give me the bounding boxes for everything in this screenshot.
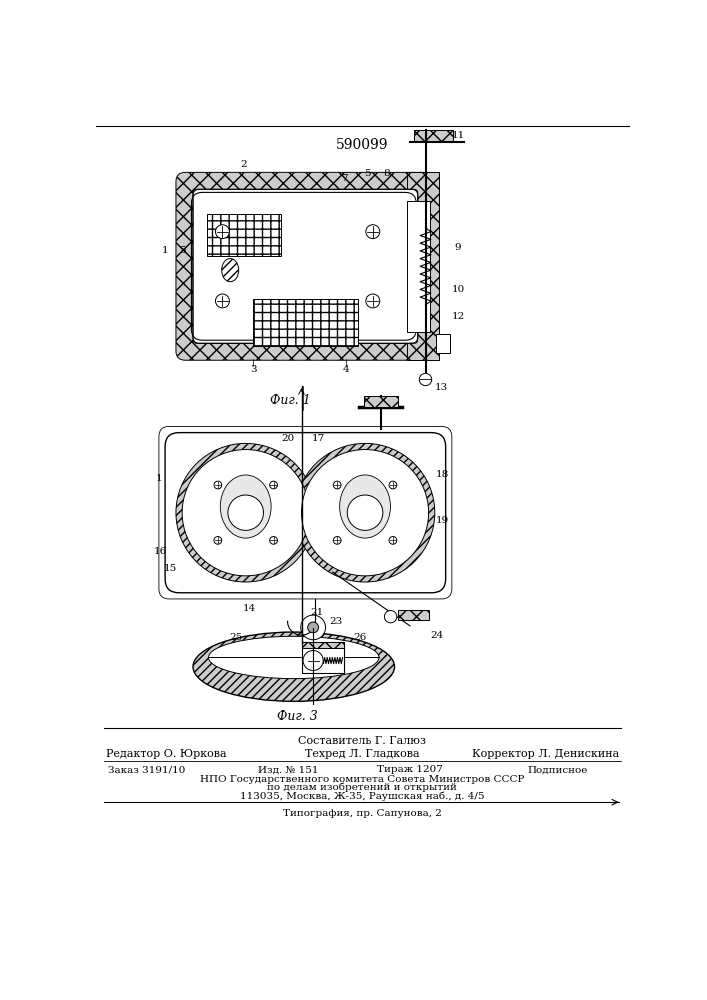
Text: 19: 19 xyxy=(436,516,449,525)
Text: 25: 25 xyxy=(229,633,243,642)
Circle shape xyxy=(228,495,264,530)
Text: Фиг. 3: Фиг. 3 xyxy=(277,710,318,723)
Circle shape xyxy=(366,225,380,239)
Circle shape xyxy=(296,443,435,582)
FancyBboxPatch shape xyxy=(176,172,435,360)
Text: 9: 9 xyxy=(455,243,462,252)
Bar xyxy=(253,299,358,346)
Circle shape xyxy=(300,615,325,640)
Ellipse shape xyxy=(222,259,239,282)
Text: по делам изобретений и открытий: по делам изобретений и открытий xyxy=(267,783,457,792)
Circle shape xyxy=(269,537,277,544)
Text: 17: 17 xyxy=(312,434,325,443)
Text: 5: 5 xyxy=(364,169,370,178)
Bar xyxy=(301,642,344,648)
Text: 3: 3 xyxy=(250,365,257,374)
Circle shape xyxy=(333,537,341,544)
Circle shape xyxy=(303,651,323,671)
Text: 5: 5 xyxy=(179,246,185,255)
Circle shape xyxy=(269,481,277,489)
Ellipse shape xyxy=(209,636,379,679)
Text: 113035, Москва, Ж-35, Раушская наб., д. 4/5: 113035, Москва, Ж-35, Раушская наб., д. … xyxy=(240,791,484,801)
Circle shape xyxy=(347,495,383,530)
Text: Типография, пр. Сапунова, 2: Типография, пр. Сапунова, 2 xyxy=(283,808,441,818)
Text: 22: 22 xyxy=(309,634,322,643)
Ellipse shape xyxy=(339,475,390,538)
Bar xyxy=(207,214,281,256)
Text: 1: 1 xyxy=(156,474,162,483)
Text: Изд. № 151: Изд. № 151 xyxy=(258,765,319,774)
Ellipse shape xyxy=(193,632,395,701)
Bar xyxy=(407,172,440,360)
Text: Заказ 3191/10: Заказ 3191/10 xyxy=(107,765,185,774)
Bar xyxy=(436,334,450,353)
Text: 14: 14 xyxy=(243,604,256,613)
Circle shape xyxy=(216,294,230,308)
Text: Редактор О. Юркова: Редактор О. Юркова xyxy=(105,749,226,759)
Bar xyxy=(414,130,452,142)
Circle shape xyxy=(366,294,380,308)
Text: 1: 1 xyxy=(162,246,168,255)
Text: 4: 4 xyxy=(342,365,349,374)
Ellipse shape xyxy=(221,475,271,538)
Text: 24: 24 xyxy=(431,631,444,640)
Text: 1: 1 xyxy=(308,625,314,634)
Text: 11: 11 xyxy=(452,131,464,140)
Circle shape xyxy=(389,481,397,489)
Text: Подписное: Подписное xyxy=(527,765,588,774)
Circle shape xyxy=(216,225,230,239)
Text: 21: 21 xyxy=(310,608,324,617)
Text: Тираж 1207: Тираж 1207 xyxy=(377,765,443,774)
Text: 26: 26 xyxy=(353,633,366,642)
Text: Фиг. 1: Фиг. 1 xyxy=(269,394,310,407)
Text: Корректор Л. Денискина: Корректор Л. Денискина xyxy=(472,749,619,759)
Text: НПО Государственного комитета Совета Министров СССР: НПО Государственного комитета Совета Мин… xyxy=(200,775,524,784)
Text: Техред Л. Гладкова: Техред Л. Гладкова xyxy=(305,749,419,759)
Circle shape xyxy=(419,373,432,386)
Text: 15: 15 xyxy=(164,564,177,573)
Text: 590099: 590099 xyxy=(336,138,388,152)
Circle shape xyxy=(385,610,397,623)
Text: 20: 20 xyxy=(281,434,294,443)
Bar xyxy=(301,642,344,673)
Circle shape xyxy=(301,450,428,576)
Text: 7: 7 xyxy=(341,174,347,183)
Circle shape xyxy=(182,450,309,576)
Text: 18: 18 xyxy=(436,470,449,479)
Circle shape xyxy=(333,481,341,489)
Text: 10: 10 xyxy=(452,285,464,294)
Circle shape xyxy=(214,537,222,544)
FancyBboxPatch shape xyxy=(193,189,418,343)
Text: Составитель Г. Галюз: Составитель Г. Галюз xyxy=(298,736,426,746)
Text: 13: 13 xyxy=(434,383,448,392)
Text: Фиг. 2: Фиг. 2 xyxy=(266,652,306,665)
FancyBboxPatch shape xyxy=(165,433,445,593)
Bar xyxy=(363,396,397,407)
Bar xyxy=(407,201,430,332)
Text: 8: 8 xyxy=(383,169,390,178)
Text: 2: 2 xyxy=(240,160,247,169)
Text: 16: 16 xyxy=(154,547,167,556)
Text: 12: 12 xyxy=(452,312,464,321)
Circle shape xyxy=(214,481,222,489)
Text: 23: 23 xyxy=(329,617,343,626)
Bar xyxy=(398,610,429,620)
Circle shape xyxy=(389,537,397,544)
Circle shape xyxy=(176,443,315,582)
Circle shape xyxy=(308,622,319,633)
